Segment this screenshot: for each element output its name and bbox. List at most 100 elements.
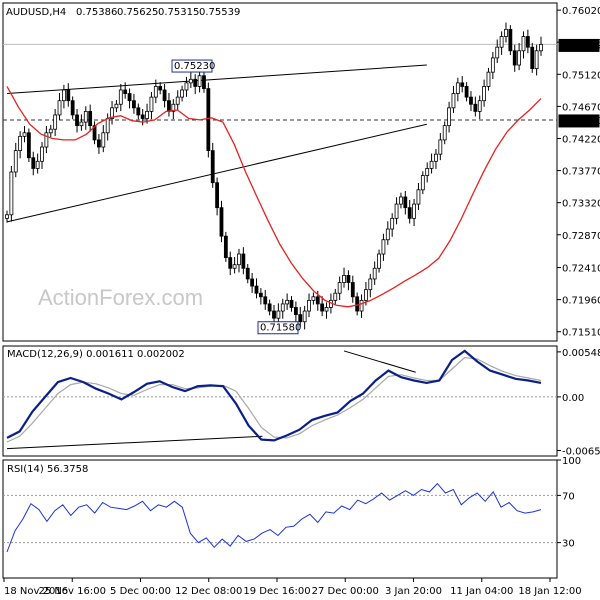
candle-body [298, 314, 303, 323]
candle-body [228, 257, 233, 269]
candle-body [245, 267, 250, 280]
price-tick-label: 0.71510 [562, 328, 600, 339]
candle-body [184, 82, 189, 91]
candle-body [206, 88, 211, 152]
candle-body [237, 253, 241, 266]
candle-body [381, 239, 386, 255]
candle-body [171, 103, 176, 112]
price-grid [3, 9, 561, 333]
candle-body [105, 118, 110, 134]
macd-tick-label: 0.00 [562, 393, 584, 404]
candle-body [477, 100, 482, 112]
level-price-label-box [558, 114, 600, 128]
macd-upper-trendline [343, 350, 416, 373]
rsi-grid [3, 459, 561, 544]
candle-body [517, 50, 522, 66]
price-panel-frame [2, 2, 558, 342]
candle-body [429, 160, 434, 169]
candle-body [79, 121, 84, 127]
axis-labels: 0.76020 0.75570 0.75120 0.74670 0.74220 0.737… [3, 6, 600, 597]
x-tick-label: 11 Jan 04:00 [450, 586, 513, 597]
macd-lower-trendline [6, 435, 263, 450]
ohlc-high: 0.75625 [117, 7, 158, 18]
candle-body [132, 100, 136, 109]
price-tick-label: 0.75570 [562, 38, 600, 49]
high-annotation: 0.75230 [174, 61, 215, 72]
candle-body [158, 86, 163, 91]
candle-body [311, 296, 316, 301]
candle-body [136, 107, 141, 116]
price-chart-title: AUDUSD,H4 [6, 7, 66, 18]
candle-body [75, 114, 79, 127]
rsi-tick-label: 100 [562, 456, 581, 467]
candle-body [167, 100, 171, 112]
candle-body [451, 93, 456, 109]
candle-body [276, 310, 281, 319]
candle-body [83, 110, 88, 123]
candle-body [342, 274, 346, 283]
candle-body [202, 75, 206, 89]
candle-body [324, 307, 329, 312]
candle-body [267, 303, 272, 312]
ohlc-open: 0.75386 [76, 7, 117, 18]
candle-body [525, 36, 530, 48]
price-tick-label: 0.72410 [562, 264, 600, 275]
candle-body [44, 132, 49, 148]
candle-body [40, 146, 44, 162]
rsi-line [6, 482, 542, 553]
macd-panel-frame [2, 345, 558, 457]
price-tick-label: 0.74670 [562, 102, 600, 113]
candle-body [455, 82, 460, 94]
candle-body [101, 132, 106, 148]
candle-body [180, 89, 184, 98]
price-tick-label: 0.75120 [562, 70, 600, 81]
price-tick-label: 0.72870 [562, 231, 600, 242]
candle-body [407, 207, 412, 219]
rsi-tick-label: 70 [562, 491, 575, 502]
candle-body [193, 78, 198, 87]
candle-body [153, 86, 158, 98]
x-tick-label: 19 Dec 16:00 [243, 586, 310, 597]
price-tick-label: 0.74220 [562, 134, 600, 145]
candle-body [18, 135, 23, 152]
candle-body [210, 150, 215, 184]
candle-body [346, 274, 351, 283]
candle-body [359, 299, 364, 312]
candle-body [377, 253, 381, 269]
candle-body [399, 196, 403, 205]
candle-body [188, 78, 193, 84]
watermark: ActionForex.com [38, 285, 203, 310]
candle-body [486, 71, 491, 87]
candle-body [232, 264, 237, 269]
candle-body [293, 307, 298, 316]
candle-body [254, 285, 259, 294]
candle-body [97, 139, 101, 148]
macd-tick-label: 0.005484 [562, 348, 600, 359]
candle-body [350, 282, 355, 298]
annotations: 0.75539 0.74480 0.75230 0.71580 [171, 38, 600, 335]
macd-signal-line [6, 356, 542, 443]
candle-body [26, 132, 31, 159]
low-annotation: 0.71580 [260, 323, 301, 334]
candle-body [499, 36, 504, 48]
candle-body [53, 114, 58, 130]
current-price-label: 0.75539 [561, 40, 600, 51]
low-annotation-box [257, 321, 299, 335]
x-tick-label: 5 Dec 00:00 [110, 586, 171, 597]
candle-body [272, 310, 276, 319]
candle-body [434, 153, 438, 162]
candle-body [403, 196, 408, 209]
candle-body [447, 107, 451, 127]
candle-body [490, 57, 495, 73]
candle-body [35, 160, 40, 169]
price-tick-label: 0.71960 [562, 296, 600, 307]
high-annotation-box [171, 59, 213, 73]
candle-body [88, 110, 93, 127]
candle-body [320, 303, 325, 312]
candle-body [364, 289, 368, 301]
level-price-label: 0.74480 [561, 116, 600, 127]
candle-body [22, 132, 27, 137]
candle-body [110, 107, 114, 119]
candle-body [70, 100, 75, 116]
candle-body [521, 36, 526, 52]
